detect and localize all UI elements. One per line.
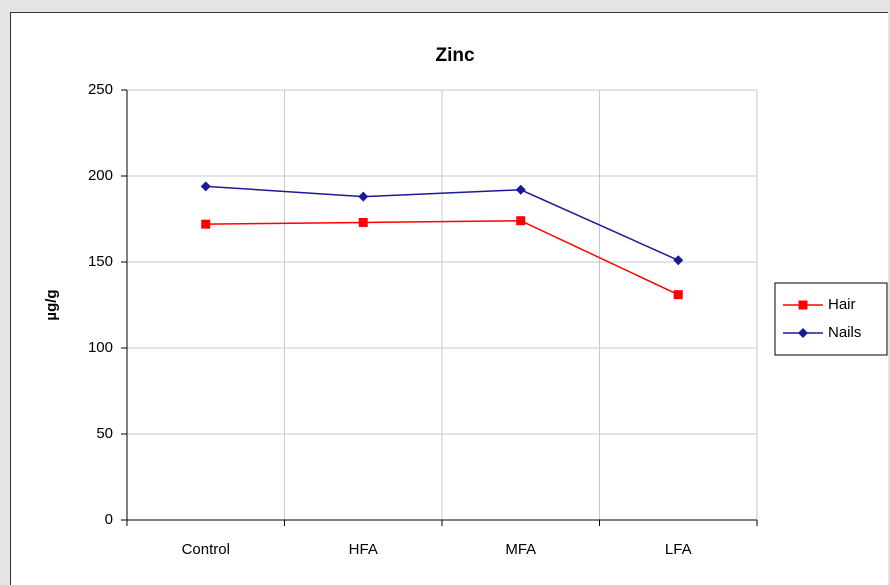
y-axis-label: µg/g [43, 289, 60, 320]
y-tick-label: 150 [88, 253, 113, 270]
point [201, 219, 211, 229]
point [798, 328, 808, 338]
legend-label: Nails [828, 324, 861, 341]
point [516, 216, 526, 226]
x-tick-label: LFA [665, 541, 692, 558]
series-line [205, 219, 679, 296]
point [358, 217, 368, 227]
x-tick-label: Control [182, 541, 230, 558]
y-tick-label: 0 [105, 511, 113, 528]
series-line [205, 185, 679, 261]
y-tick-label: 100 [88, 339, 113, 356]
legend-label: Hair [828, 296, 856, 313]
point [515, 184, 526, 195]
y-tick-label: 250 [88, 81, 113, 98]
chart-frame [10, 12, 888, 585]
point [200, 181, 211, 192]
point [358, 191, 369, 202]
legend-box [774, 282, 888, 356]
chart-title: Zinc [435, 45, 474, 66]
point [673, 255, 684, 266]
y-tick-label: 50 [96, 425, 113, 442]
x-tick-label: MFA [505, 541, 536, 558]
x-tick-label: HFA [349, 541, 378, 558]
point [673, 290, 683, 300]
y-tick-label: 200 [88, 167, 113, 184]
point [798, 300, 808, 310]
